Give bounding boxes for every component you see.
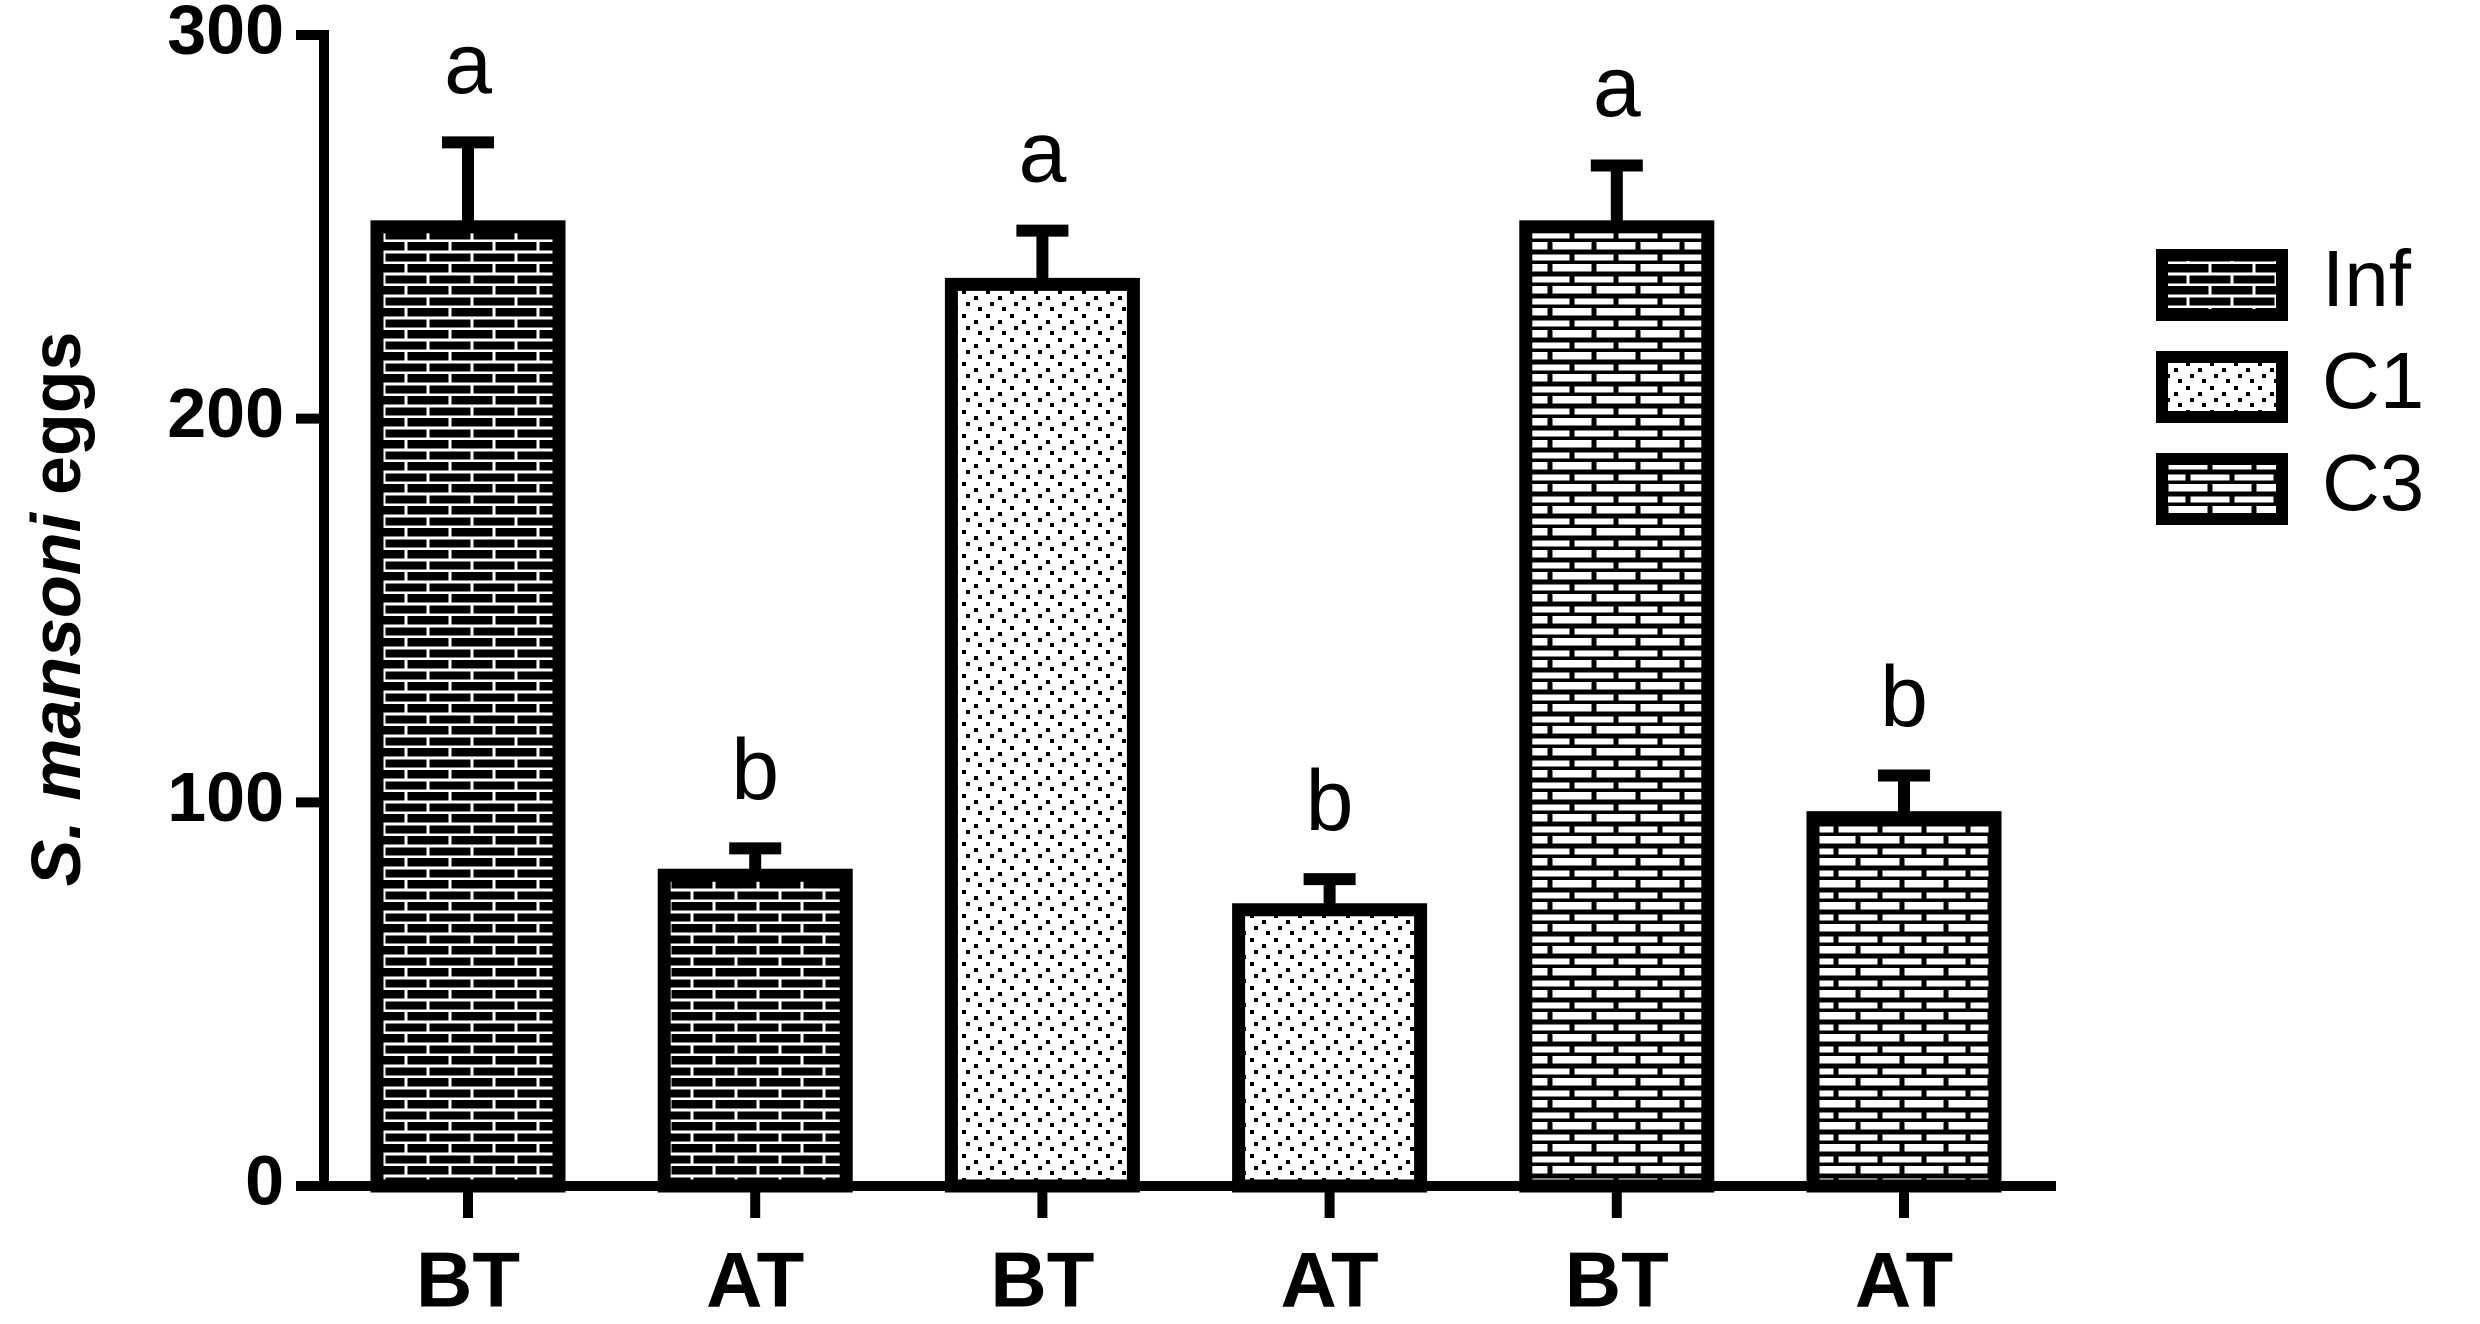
bar [370,220,566,1193]
bar [1232,903,1428,1193]
annotation: a [444,16,492,112]
bar [944,277,1140,1193]
y-label-italic: S. mansoni [17,511,95,886]
bar [1519,220,1715,1193]
y-axis-label: S. mansoni eggs [17,332,95,887]
y-tick-label: 200 [167,374,284,452]
legend-label: C1 [2322,336,2424,425]
annotation: a [1593,39,1641,135]
legend-label: C3 [2322,438,2424,527]
legend-label: Inf [2322,234,2412,323]
x-tick-label: AT [706,1236,804,1324]
annotation: b [731,722,779,818]
annotation: a [1018,104,1066,200]
y-tick-label: 300 [167,0,284,68]
x-tick-label: BT [416,1236,520,1324]
x-tick-label: AT [1281,1236,1379,1324]
x-tick-label: AT [1855,1236,1953,1324]
x-tick-label: BT [1565,1236,1669,1324]
legend-swatch [2156,453,2288,525]
y-tick-label: 0 [245,1141,284,1219]
legend-swatch [2156,351,2288,423]
x-tick-label: BT [990,1236,1094,1324]
legend-swatch [2156,249,2288,321]
y-tick-label: 100 [167,758,284,836]
bar [1806,811,2002,1193]
bar [657,868,853,1193]
annotation: b [1880,649,1928,745]
y-label-rest: eggs [17,332,95,495]
annotation: b [1306,753,1354,849]
